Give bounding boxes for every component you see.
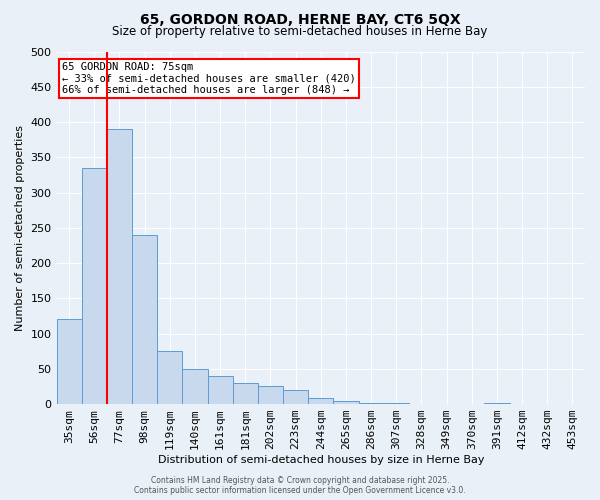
- Bar: [82, 168, 107, 404]
- Bar: [132, 235, 157, 404]
- Text: Contains HM Land Registry data © Crown copyright and database right 2025.
Contai: Contains HM Land Registry data © Crown c…: [134, 476, 466, 495]
- Bar: [56, 320, 82, 404]
- Text: 65 GORDON ROAD: 75sqm
← 33% of semi-detached houses are smaller (420)
66% of sem: 65 GORDON ROAD: 75sqm ← 33% of semi-deta…: [62, 62, 356, 96]
- X-axis label: Distribution of semi-detached houses by size in Herne Bay: Distribution of semi-detached houses by …: [158, 455, 484, 465]
- Bar: [182, 369, 208, 404]
- Bar: [258, 386, 283, 404]
- Bar: [157, 351, 182, 404]
- Bar: [208, 376, 233, 404]
- Text: 65, GORDON ROAD, HERNE BAY, CT6 5QX: 65, GORDON ROAD, HERNE BAY, CT6 5QX: [140, 12, 460, 26]
- Bar: [233, 383, 258, 404]
- Text: Size of property relative to semi-detached houses in Herne Bay: Size of property relative to semi-detach…: [112, 25, 488, 38]
- Bar: [107, 129, 132, 404]
- Y-axis label: Number of semi-detached properties: Number of semi-detached properties: [15, 125, 25, 331]
- Bar: [283, 390, 308, 404]
- Bar: [308, 398, 334, 404]
- Bar: [334, 400, 359, 404]
